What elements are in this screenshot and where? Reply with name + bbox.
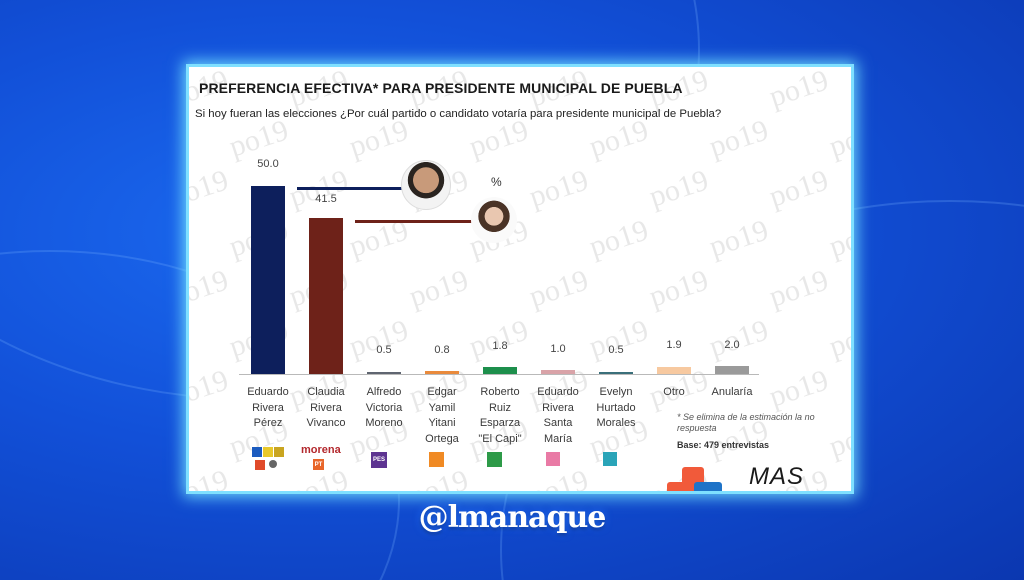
category-label: Roberto Ruiz Esparza "El Capi" [478,386,522,445]
bar-column: 1.0 [529,343,587,374]
unit-label: % [491,175,502,189]
bar [367,372,401,374]
chart-title: PREFERENCIA EFECTIVA* PARA PRESIDENTE MU… [199,80,683,96]
pollster-name: MAS [749,463,805,490]
bar [657,367,691,374]
pes-logo: PES [371,452,387,468]
prd-logo [263,447,273,457]
candidate-photo-2 [471,197,517,243]
bar [251,186,285,374]
watermark: po19 [765,163,833,214]
bar-column: 50.0 [239,158,297,374]
watermark: po19 [765,363,833,414]
category-label: Eduardo Rivera Santa María [537,386,579,445]
bar-value: 0.8 [434,344,450,356]
bar-value: 0.5 [376,344,392,356]
pri-logo [255,460,265,470]
bar-value: 1.9 [666,339,682,351]
pan-logo [252,447,262,457]
connector-line-2 [355,220,473,223]
bar-chart: 50.0 41.5 0.5 0.8 1.8 1.0 0.5 1.9 [239,158,761,375]
watermark: po19 [825,113,851,164]
psi-logo [274,447,284,457]
watermark: po19 [405,463,473,491]
pt-logo: PT [313,459,324,470]
bar [599,372,633,374]
bar-value: 2.0 [724,339,740,351]
pvem-logo [487,452,502,467]
chart-subtitle: Si hoy fueran las elecciones ¿Por cuál p… [195,108,722,120]
bar-column: 1.9 [645,339,703,374]
bar-column: 2.0 [703,339,761,374]
bar-column: 1.8 [471,340,529,374]
x-axis-line [239,374,759,375]
bar-column: 41.5 [297,165,355,374]
bar-value: 41.5 [315,193,337,205]
bar-column: 0.5 [355,344,413,374]
watermark: po19 [585,113,653,164]
watermark: po19 [345,113,413,164]
pcpp-logo [269,460,277,468]
bar-value: 1.0 [550,343,566,355]
bar-value: 50.0 [257,158,279,170]
watermark: po19 [189,363,233,414]
category-label: Otro [663,386,685,398]
category-label: Alfredo Victoria Moreno [365,386,403,429]
category-label: Eduardo Rivera Pérez [247,386,289,429]
watermark: po19 [189,463,233,491]
connector-line-1 [297,187,407,190]
bar-column: 0.8 [413,344,471,374]
watermark: po19 [525,463,593,491]
candidate-photo-1 [401,160,451,210]
watermark: po19 [189,163,233,214]
category-label: Edgar Yamil Yitani Ortega [425,386,459,445]
watermark: po19 [765,263,833,314]
category-label: Anularía [711,386,753,398]
bar [309,218,343,374]
footnote: * Se elimina de la estimación la no resp… [677,412,815,433]
bar-column: 0.5 [587,344,645,374]
watermark: po19 [825,313,851,364]
bar-value: 0.5 [608,344,624,356]
category-label: Evelyn Hurtado Morales [596,386,636,429]
bar [541,370,575,374]
sample-base: Base: 479 entrevistas [677,440,770,450]
morena-logo: morena [301,444,341,456]
watermark: po19 [705,113,773,164]
watermark: po19 [465,113,533,164]
bar [483,367,517,374]
fxm-logo [546,452,560,466]
category-label: Claudia Rivera Vivanco [306,386,346,429]
watermark: po19 [765,67,833,114]
mc-logo [429,452,444,467]
bar [715,366,749,374]
watermark: po19 [225,113,293,164]
watermark: po19 [825,213,851,264]
poll-chart-card: po19 po19 po19 po19 po19 po19 po19 po19 po19 po19… [189,67,851,491]
bar-value: 1.8 [492,340,508,352]
watermark: po19 [189,263,233,314]
rsp-logo [603,452,617,466]
site-brand-logo: @lmanaque [418,500,607,535]
bar [425,371,459,374]
